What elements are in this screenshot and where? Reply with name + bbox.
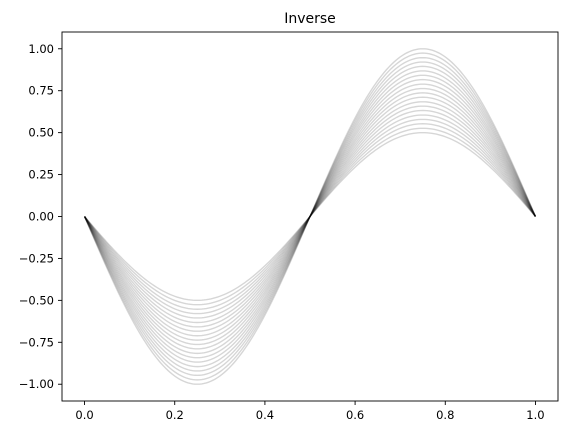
chart-title: Inverse bbox=[284, 11, 336, 27]
y-tick-label: −0.25 bbox=[19, 251, 54, 265]
y-tick-label: 0.75 bbox=[28, 84, 54, 98]
x-tick-label: 0.8 bbox=[436, 408, 454, 422]
y-tick-label: −0.50 bbox=[19, 293, 54, 307]
x-tick-label: 0.6 bbox=[346, 408, 364, 422]
x-tick-label: 0.4 bbox=[256, 408, 274, 422]
y-axis: −1.00 −0.75 −0.50 −0.25 0.00 0.25 0.50 0.75 1.00 bbox=[19, 42, 62, 391]
series-group bbox=[85, 49, 536, 384]
x-tick-label: 0.2 bbox=[166, 408, 184, 422]
y-tick-label: −0.75 bbox=[19, 335, 54, 349]
y-tick-label: 1.00 bbox=[28, 42, 54, 56]
x-axis: 0.0 0.2 0.4 0.6 0.8 1.0 bbox=[75, 401, 544, 422]
x-tick-label: 0.0 bbox=[75, 408, 93, 422]
x-tick-label: 1.0 bbox=[526, 408, 544, 422]
y-tick-label: −1.00 bbox=[19, 377, 54, 391]
y-tick-label: 0.00 bbox=[28, 210, 54, 224]
y-tick-label: 0.25 bbox=[28, 168, 54, 182]
y-tick-label: 0.50 bbox=[28, 126, 54, 140]
